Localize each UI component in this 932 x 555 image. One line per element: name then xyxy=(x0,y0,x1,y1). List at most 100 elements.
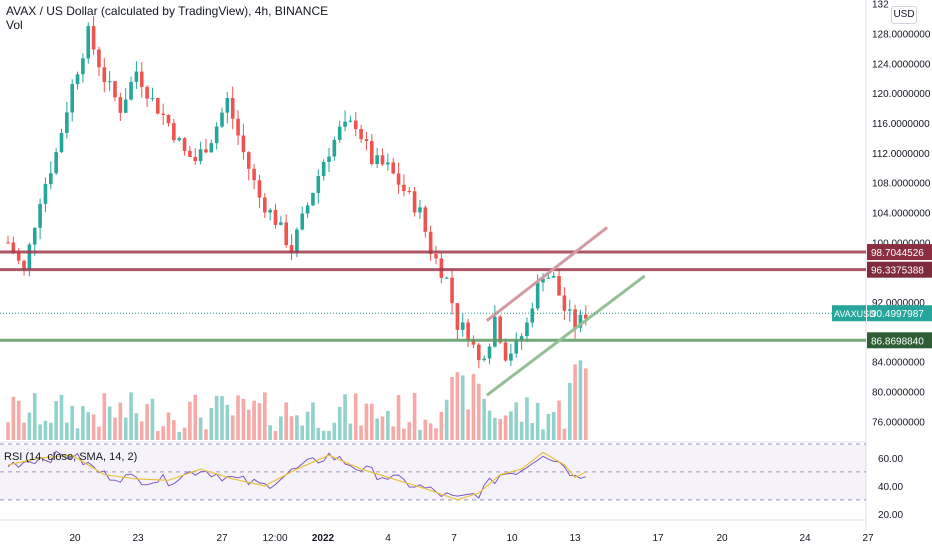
time-tick-label: 27 xyxy=(216,533,228,544)
volume-bar xyxy=(327,430,331,440)
volume-bar xyxy=(353,393,358,440)
volume-bar xyxy=(407,422,412,440)
candle-body xyxy=(225,98,230,113)
candle-body xyxy=(353,120,358,130)
volume-bar xyxy=(177,431,181,440)
rsi-tick-label: 20.00 xyxy=(878,510,903,521)
volume-bar xyxy=(455,372,460,440)
volume-bar xyxy=(519,421,524,440)
volume-bar xyxy=(541,429,545,440)
candle-body xyxy=(97,49,101,68)
candle-body xyxy=(584,314,588,319)
candle-body xyxy=(423,207,428,232)
volume-bar xyxy=(182,427,187,440)
candle-body xyxy=(279,222,283,225)
volume-bar xyxy=(477,383,481,440)
candle-body xyxy=(38,203,42,228)
volume-bar xyxy=(514,402,519,440)
volume-bar xyxy=(364,403,369,440)
candle-body xyxy=(332,139,337,157)
rsi-line xyxy=(7,450,586,499)
rsi-ma-line xyxy=(7,451,587,501)
candle-body xyxy=(375,155,379,165)
volume-bar xyxy=(332,422,337,440)
volume-bar xyxy=(525,397,529,440)
time-tick-label: 10 xyxy=(506,533,518,544)
time-tick-label: 20 xyxy=(69,533,81,544)
candle-body xyxy=(530,308,535,323)
volume-bar xyxy=(316,427,321,440)
candle-body xyxy=(305,205,310,214)
price-label-last-price: 90.4997987 xyxy=(871,309,924,320)
volume-bar xyxy=(193,394,198,440)
chart-header: AVAX / US Dollar (calculated by TradingV… xyxy=(6,4,328,32)
volume-bar xyxy=(439,411,444,440)
volume-bar xyxy=(573,364,577,440)
volume-bar xyxy=(402,428,406,440)
volume-bar xyxy=(471,374,476,440)
currency-button[interactable]: USD xyxy=(891,6,917,24)
volume-bar xyxy=(535,402,540,440)
candle-body xyxy=(343,121,347,127)
volume-bar xyxy=(102,393,107,440)
candle-body xyxy=(402,184,406,191)
volume-bar xyxy=(567,382,572,440)
volume-bar xyxy=(530,423,535,440)
volume-bar xyxy=(551,412,556,440)
volume-bar xyxy=(418,429,422,440)
candle-body xyxy=(49,173,53,185)
volume-bar xyxy=(129,392,133,440)
candle-body xyxy=(450,277,454,304)
candle-body xyxy=(182,138,187,151)
candle-body xyxy=(562,295,567,311)
price-label-box-resistance-upper xyxy=(867,244,932,261)
volume-bar xyxy=(75,428,80,440)
candle-body xyxy=(129,81,133,100)
price-tick-label: 84.0000000 xyxy=(872,358,925,369)
volume-bar xyxy=(241,398,246,440)
candle-body xyxy=(209,143,214,153)
candle-body xyxy=(6,242,10,244)
candle-body xyxy=(327,156,331,162)
price-tick-label: 124.0000000 xyxy=(872,59,931,70)
candle-body xyxy=(188,150,192,157)
time-tick-label: 27 xyxy=(862,533,874,544)
volume-bar xyxy=(460,375,465,440)
candle-body xyxy=(54,152,58,174)
volume-bar xyxy=(86,412,91,440)
candle-body xyxy=(284,222,288,246)
volume-bar xyxy=(557,400,561,440)
candle-body xyxy=(75,74,80,85)
candle-body xyxy=(439,258,444,278)
volume-bar xyxy=(273,431,278,440)
candle-body xyxy=(557,275,561,296)
candle-body xyxy=(172,123,176,141)
price-tick-label: 116.0000000 xyxy=(872,119,930,130)
candle-body xyxy=(118,97,123,113)
volume-bar xyxy=(123,417,128,440)
candle-body xyxy=(434,254,438,259)
volume-bar xyxy=(156,431,160,440)
price-tick-label: 112.0000000 xyxy=(872,149,930,160)
candle-body xyxy=(86,26,91,59)
channel-upper-line xyxy=(485,226,609,322)
volume-bar xyxy=(32,393,37,440)
candle-body xyxy=(43,184,48,204)
candle-body xyxy=(567,309,572,311)
volume-bar xyxy=(466,409,470,440)
candle-body xyxy=(418,207,422,213)
volume-bar xyxy=(391,426,395,440)
volume-bar xyxy=(268,425,272,440)
candle-body xyxy=(412,191,417,213)
candle-body xyxy=(444,277,449,279)
candle-body xyxy=(498,316,502,343)
candle-body xyxy=(316,175,321,193)
volume-bar xyxy=(81,406,85,440)
candle-body xyxy=(204,149,208,153)
candle-body xyxy=(257,180,262,198)
time-tick-label: 7 xyxy=(451,533,457,544)
volume-bar xyxy=(311,402,315,440)
volume-bar xyxy=(204,429,208,440)
candle-body xyxy=(193,156,198,162)
rsi-tick-label: 60.00 xyxy=(878,454,903,465)
